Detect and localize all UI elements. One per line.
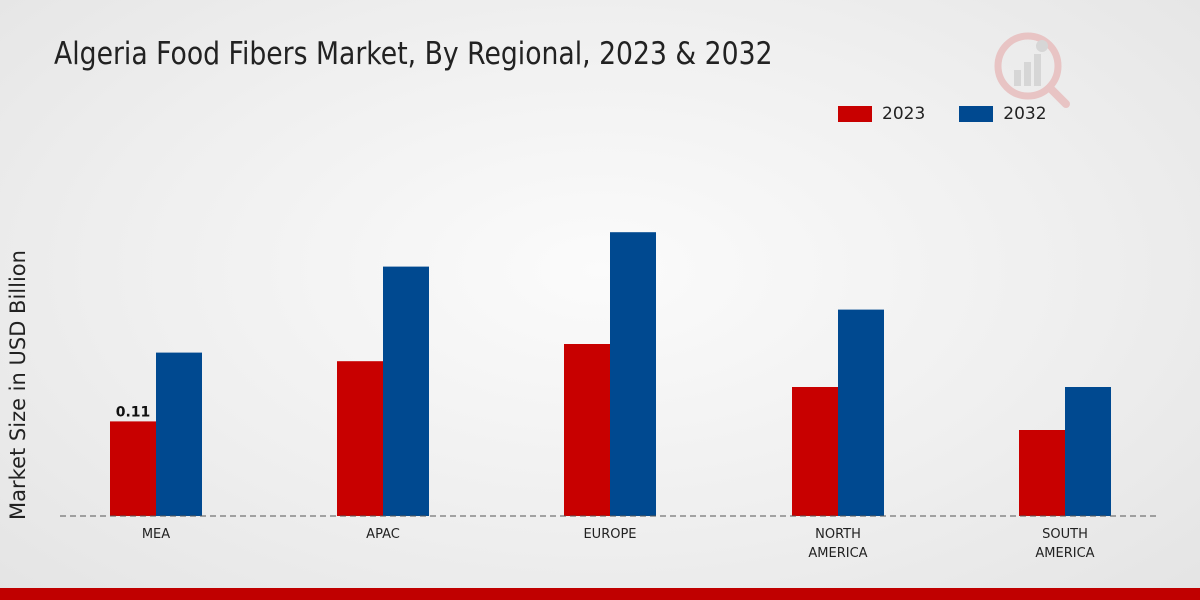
x-tick-label: APAC: [366, 527, 400, 542]
legend-swatch-2032: [959, 106, 994, 122]
bar-2023-south-america[interactable]: [1019, 430, 1065, 516]
market-research-logo-icon: [994, 32, 1070, 108]
bar-2023-mea[interactable]: [110, 421, 156, 516]
bar-2032-north-america[interactable]: [838, 309, 884, 516]
x-tick-label: MEA: [142, 527, 170, 542]
bar-2023-europe[interactable]: [564, 344, 610, 516]
bar-2032-south-america[interactable]: [1065, 387, 1111, 516]
bar-2032-mea[interactable]: [156, 352, 202, 516]
x-tick-label: EUROPE: [583, 527, 636, 542]
chart-title: Algeria Food Fibers Market, By Regional,…: [54, 36, 773, 72]
x-tick-label: SOUTH AMERICA: [1035, 527, 1094, 561]
data-label: 0.11: [116, 404, 151, 420]
bar-2023-apac[interactable]: [337, 361, 383, 516]
legend-item-2023[interactable]: 2023: [838, 104, 925, 124]
bar-2032-europe[interactable]: [610, 232, 656, 516]
bar-2032-apac[interactable]: [383, 266, 429, 516]
brand-footer-bar: [0, 588, 1200, 600]
legend-swatch-2023: [838, 106, 872, 122]
legend-item-2032[interactable]: 2032: [959, 104, 1047, 124]
legend-label-2023: 2023: [882, 104, 926, 124]
bar-2023-north-america[interactable]: [792, 387, 838, 516]
legend-label-2032: 2032: [1003, 104, 1047, 124]
chart-legend: 2023 2032: [838, 104, 1081, 124]
x-tick-label: NORTH AMERICA: [808, 527, 867, 561]
